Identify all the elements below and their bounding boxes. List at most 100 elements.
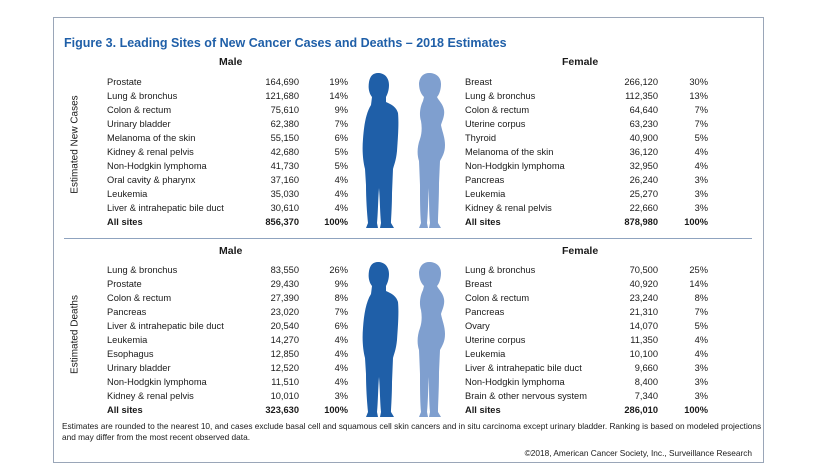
site-name: All sites [107, 217, 143, 227]
case-count: 7,340 [634, 391, 658, 401]
site-name: Melanoma of the skin [107, 133, 196, 143]
table-row: Leukemia 10,100 4% [0, 347, 814, 361]
table-row: Non-Hodgkin lymphoma 11,510 4% [0, 375, 814, 389]
section-divider [64, 238, 752, 239]
site-name: Ovary [465, 321, 490, 331]
site-name: Leukemia [107, 335, 148, 345]
table-row: Lung & bronchus 121,680 14% [0, 89, 814, 103]
percent: 8% [694, 293, 708, 303]
site-name: Pancreas [465, 307, 505, 317]
table-row: Ovary 14,070 5% [0, 319, 814, 333]
table-row: Non-Hodgkin lymphoma 32,950 4% [0, 159, 814, 173]
case-count: 35,030 [270, 189, 299, 199]
case-count: 9,660 [634, 363, 658, 373]
male-figure-deaths-icon [362, 262, 399, 417]
table-row: Urinary bladder 12,520 4% [0, 361, 814, 375]
percent: 19% [329, 77, 348, 87]
site-name: Liver & intrahepatic bile duct [465, 363, 582, 373]
table-row: Leukemia 35,030 4% [0, 187, 814, 201]
percent: 9% [334, 279, 348, 289]
case-count: 856,370 [265, 217, 299, 227]
table-row: Lung & bronchus 112,350 13% [0, 89, 814, 103]
total-row: All sites 286,010 100% [0, 403, 814, 417]
case-count: 112,350 [625, 91, 658, 101]
percent: 6% [334, 321, 348, 331]
site-name: Pancreas [465, 175, 505, 185]
case-count: 121,680 [265, 91, 299, 101]
percent: 25% [689, 265, 708, 275]
site-name: Leukemia [465, 189, 506, 199]
table-row: Non-Hodgkin lymphoma 41,730 5% [0, 159, 814, 173]
percent: 6% [334, 133, 348, 143]
percent: 14% [689, 279, 708, 289]
case-count: 21,310 [629, 307, 658, 317]
case-count: 878,980 [624, 217, 658, 227]
table-row: Prostate 29,430 9% [0, 277, 814, 291]
percent: 4% [334, 203, 348, 213]
cases-male-heading: Male [219, 56, 243, 68]
table-row: Prostate 164,690 19% [0, 75, 814, 89]
table-row: Kidney & renal pelvis 22,660 3% [0, 201, 814, 215]
case-count: 14,070 [629, 321, 658, 331]
figure-title: Figure 3. Leading Sites of New Cancer Ca… [64, 36, 507, 50]
percent: 7% [694, 119, 708, 129]
percent: 5% [694, 133, 708, 143]
case-count: 55,150 [270, 133, 299, 143]
site-name: Colon & rectum [465, 293, 530, 303]
percent: 3% [694, 189, 708, 199]
table-row: Uterine corpus 11,350 4% [0, 333, 814, 347]
percent: 26% [329, 265, 348, 275]
site-name: Colon & rectum [107, 105, 172, 115]
percent: 3% [694, 391, 708, 401]
site-name: Urinary bladder [107, 363, 171, 373]
percent: 100% [324, 217, 348, 227]
percent: 14% [329, 91, 348, 101]
percent: 100% [684, 217, 708, 227]
site-name: Brain & other nervous system [465, 391, 587, 401]
table-row: Esophagus 12,850 4% [0, 347, 814, 361]
male-figure-icon [362, 73, 399, 228]
table-row: Breast 266,120 30% [0, 75, 814, 89]
case-count: 75,610 [270, 105, 299, 115]
site-name: All sites [107, 405, 143, 415]
site-name: Breast [465, 77, 492, 87]
case-count: 64,640 [629, 105, 658, 115]
table-row: Pancreas 26,240 3% [0, 173, 814, 187]
site-name: Uterine corpus [465, 335, 526, 345]
case-count: 36,120 [629, 147, 658, 157]
percent: 4% [694, 161, 708, 171]
table-row: Non-Hodgkin lymphoma 8,400 3% [0, 375, 814, 389]
site-name: Colon & rectum [465, 105, 530, 115]
total-row: All sites 856,370 100% [0, 215, 814, 229]
table-row: Kidney & renal pelvis 10,010 3% [0, 389, 814, 403]
case-count: 23,240 [629, 293, 658, 303]
percent: 100% [684, 405, 708, 415]
percent: 5% [334, 147, 348, 157]
case-count: 323,630 [265, 405, 299, 415]
percent: 9% [334, 105, 348, 115]
percent: 3% [694, 377, 708, 387]
case-count: 37,160 [270, 175, 299, 185]
copyright: ©2018, American Cancer Society, Inc., Su… [524, 448, 752, 458]
site-name: Prostate [107, 279, 142, 289]
site-name: Kidney & renal pelvis [465, 203, 552, 213]
case-count: 26,240 [629, 175, 658, 185]
site-name: Esophagus [107, 349, 154, 359]
percent: 4% [334, 363, 348, 373]
site-name: Oral cavity & pharynx [107, 175, 196, 185]
percent: 7% [334, 119, 348, 129]
site-name: Pancreas [107, 307, 147, 317]
case-count: 14,270 [270, 335, 299, 345]
site-name: Melanoma of the skin [465, 147, 554, 157]
table-row: Kidney & renal pelvis 42,680 5% [0, 145, 814, 159]
percent: 4% [334, 175, 348, 185]
case-count: 40,900 [629, 133, 658, 143]
table-row: Breast 40,920 14% [0, 277, 814, 291]
case-count: 32,950 [629, 161, 658, 171]
case-count: 164,690 [265, 77, 299, 87]
percent: 3% [694, 175, 708, 185]
table-row: Lung & bronchus 70,500 25% [0, 263, 814, 277]
case-count: 20,540 [270, 321, 299, 331]
deaths-female-heading: Female [562, 245, 599, 257]
table-row: Uterine corpus 63,230 7% [0, 117, 814, 131]
